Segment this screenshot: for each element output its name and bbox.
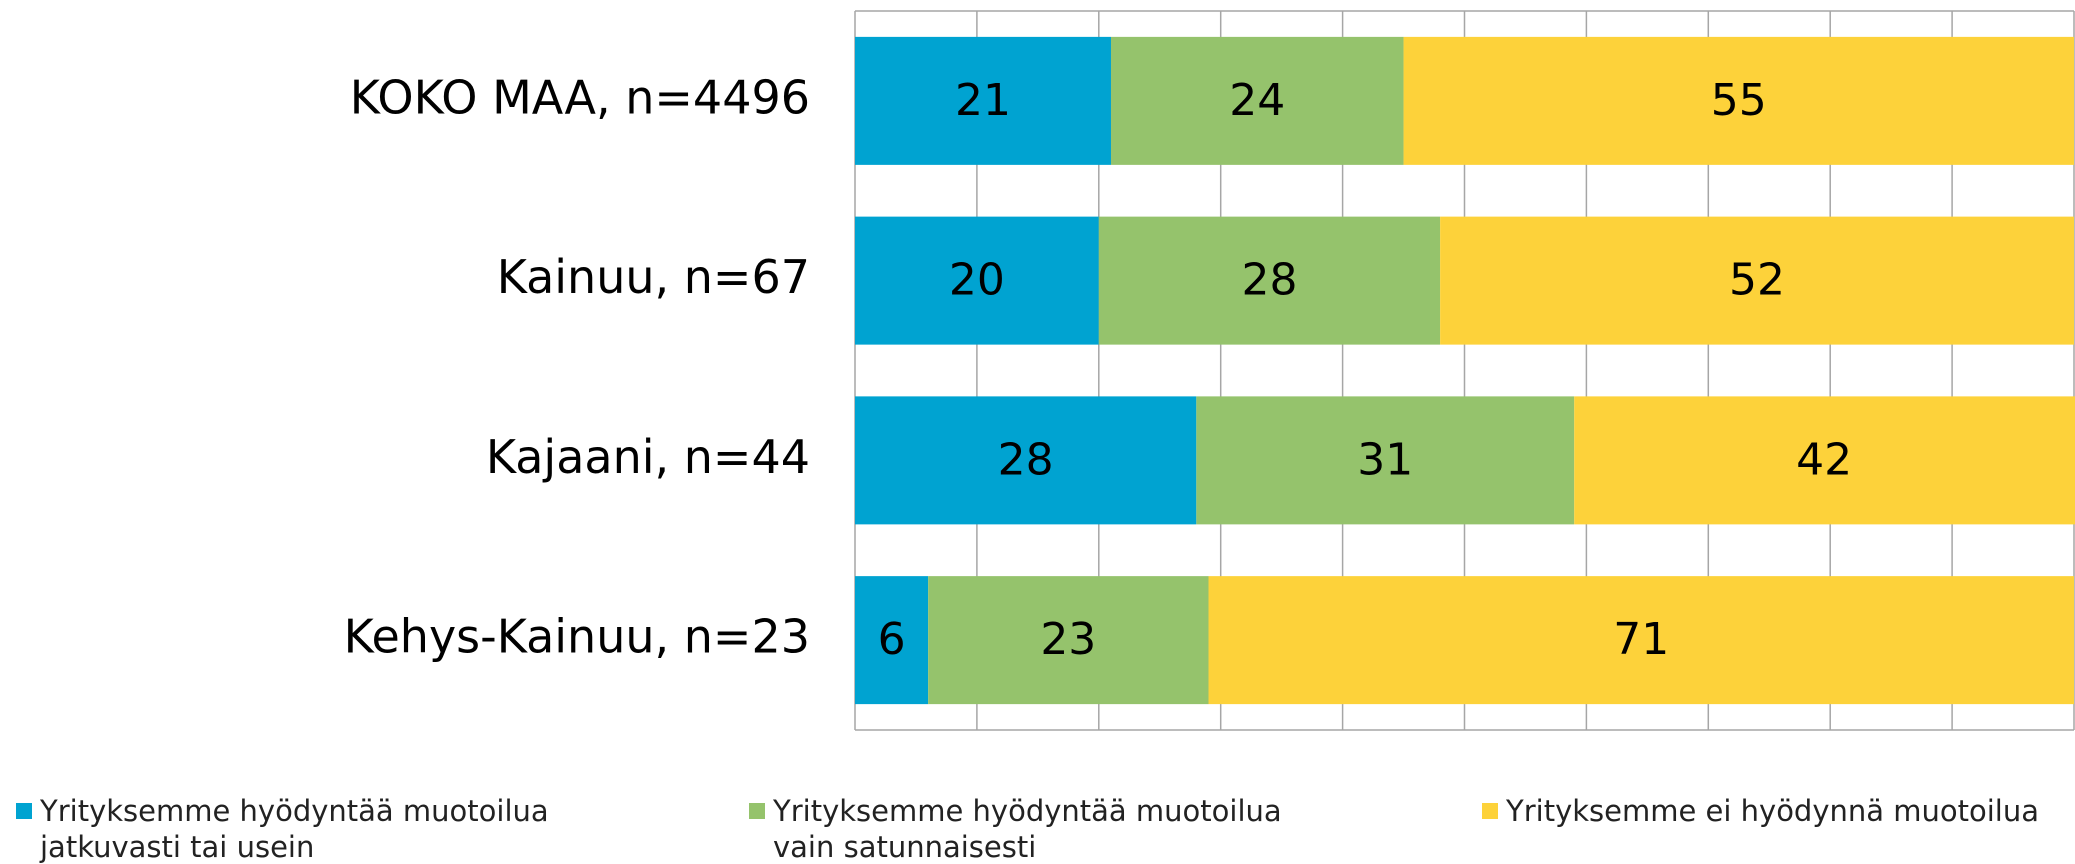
legend-item: Yrityksemme hyödyntää muotoilua jatkuvas… xyxy=(16,793,600,864)
bar-segment xyxy=(1110,36,1404,165)
bar-segment xyxy=(855,216,1099,345)
data-label: 24 xyxy=(1229,75,1285,126)
data-label: 31 xyxy=(1357,434,1413,485)
legend-swatch xyxy=(16,803,32,819)
data-label: 52 xyxy=(1729,255,1785,306)
data-label: 6 xyxy=(878,614,906,665)
data-label: 28 xyxy=(998,434,1054,485)
bar-segment xyxy=(928,576,1209,705)
bar-segment xyxy=(1098,216,1441,345)
category-label: Kajaani, n=44 xyxy=(486,430,810,484)
bar-segment xyxy=(855,396,1197,525)
legend-label: Yrityksemme hyödyntää muotoilua vain sat… xyxy=(773,794,1282,864)
bar-segment xyxy=(1208,576,2074,705)
category-label: Kehys-Kainuu, n=23 xyxy=(344,610,810,664)
bar-segment xyxy=(1403,36,2074,165)
data-label: 42 xyxy=(1796,434,1852,485)
legend-label: Yrityksemme hyödyntää muotoilua jatkuvas… xyxy=(40,794,549,864)
legend-swatch xyxy=(749,803,765,819)
bar-segment xyxy=(855,576,929,705)
legend-label: Yrityksemme ei hyödynnä muotoilua xyxy=(1506,794,2040,828)
bar-segment xyxy=(855,36,1111,165)
bar-segment xyxy=(1440,216,2074,345)
category-label: Kainuu, n=67 xyxy=(497,250,810,304)
data-label: 55 xyxy=(1711,75,1767,126)
data-label: 21 xyxy=(955,75,1011,126)
bars xyxy=(855,36,2075,705)
labels: KOKO MAA, n=4496 21 24 55 Kainuu, n=67 20 28 52… xyxy=(344,70,1852,665)
legend-item: Yrityksemme ei hyödynnä muotoilua xyxy=(1482,793,2066,829)
data-label: 71 xyxy=(1613,614,1669,665)
legend-swatch xyxy=(1482,803,1498,819)
legend-item: Yrityksemme hyödyntää muotoilua vain sat… xyxy=(749,793,1333,864)
category-label: KOKO MAA, n=4496 xyxy=(350,70,810,124)
bar-segment xyxy=(1574,396,2075,525)
data-label: 28 xyxy=(1241,255,1297,306)
data-label: 23 xyxy=(1040,614,1096,665)
data-label: 20 xyxy=(949,255,1005,306)
bar-segment xyxy=(1196,396,1575,525)
